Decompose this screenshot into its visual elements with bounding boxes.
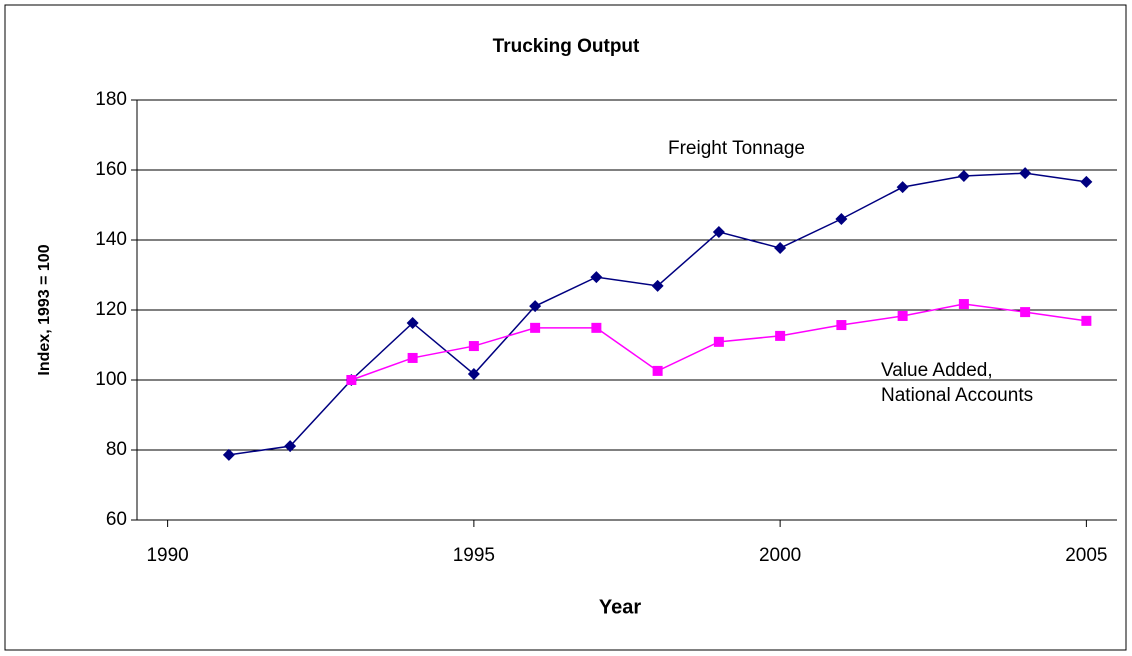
marker <box>775 330 786 341</box>
annotation: National Accounts <box>881 385 1033 406</box>
x-tick-label: 1990 <box>146 545 188 566</box>
marker <box>713 336 724 347</box>
marker <box>529 300 542 313</box>
marker <box>957 169 970 182</box>
marker <box>591 322 602 333</box>
marker <box>284 440 297 453</box>
marker <box>468 341 479 352</box>
x-axis-title: Year <box>599 596 641 618</box>
y-tick-label: 80 <box>106 439 127 460</box>
marker <box>222 448 235 461</box>
marker <box>651 279 664 292</box>
marker <box>590 271 603 284</box>
marker <box>774 242 787 255</box>
marker <box>530 322 541 333</box>
y-axis-title: Index, 1993 = 100 <box>36 244 53 375</box>
x-tick-label: 2000 <box>759 545 801 566</box>
marker <box>897 310 908 321</box>
marker <box>836 320 847 331</box>
annotation: Freight Tonnage <box>668 138 805 159</box>
annotation: Value Added, <box>881 360 993 381</box>
y-tick-label: 120 <box>95 299 127 320</box>
chart-title: Trucking Output <box>493 36 640 57</box>
y-tick-label: 140 <box>95 229 127 250</box>
marker <box>467 368 480 381</box>
marker <box>407 352 418 363</box>
y-tick-label: 60 <box>106 509 127 530</box>
marker <box>1019 167 1032 180</box>
marker <box>1081 315 1092 326</box>
marker <box>346 375 357 385</box>
y-tick-label: 160 <box>95 159 127 180</box>
y-tick-label: 100 <box>95 369 127 390</box>
marker <box>652 365 663 376</box>
x-tick-label: 2005 <box>1065 545 1107 566</box>
y-tick-label: 180 <box>95 89 127 110</box>
marker <box>896 181 909 194</box>
marker <box>712 225 725 238</box>
marker <box>1020 307 1031 318</box>
marker <box>958 299 969 310</box>
marker <box>406 316 419 329</box>
marker <box>835 213 848 225</box>
x-tick-label: 1995 <box>453 545 495 566</box>
marker <box>1080 175 1093 188</box>
